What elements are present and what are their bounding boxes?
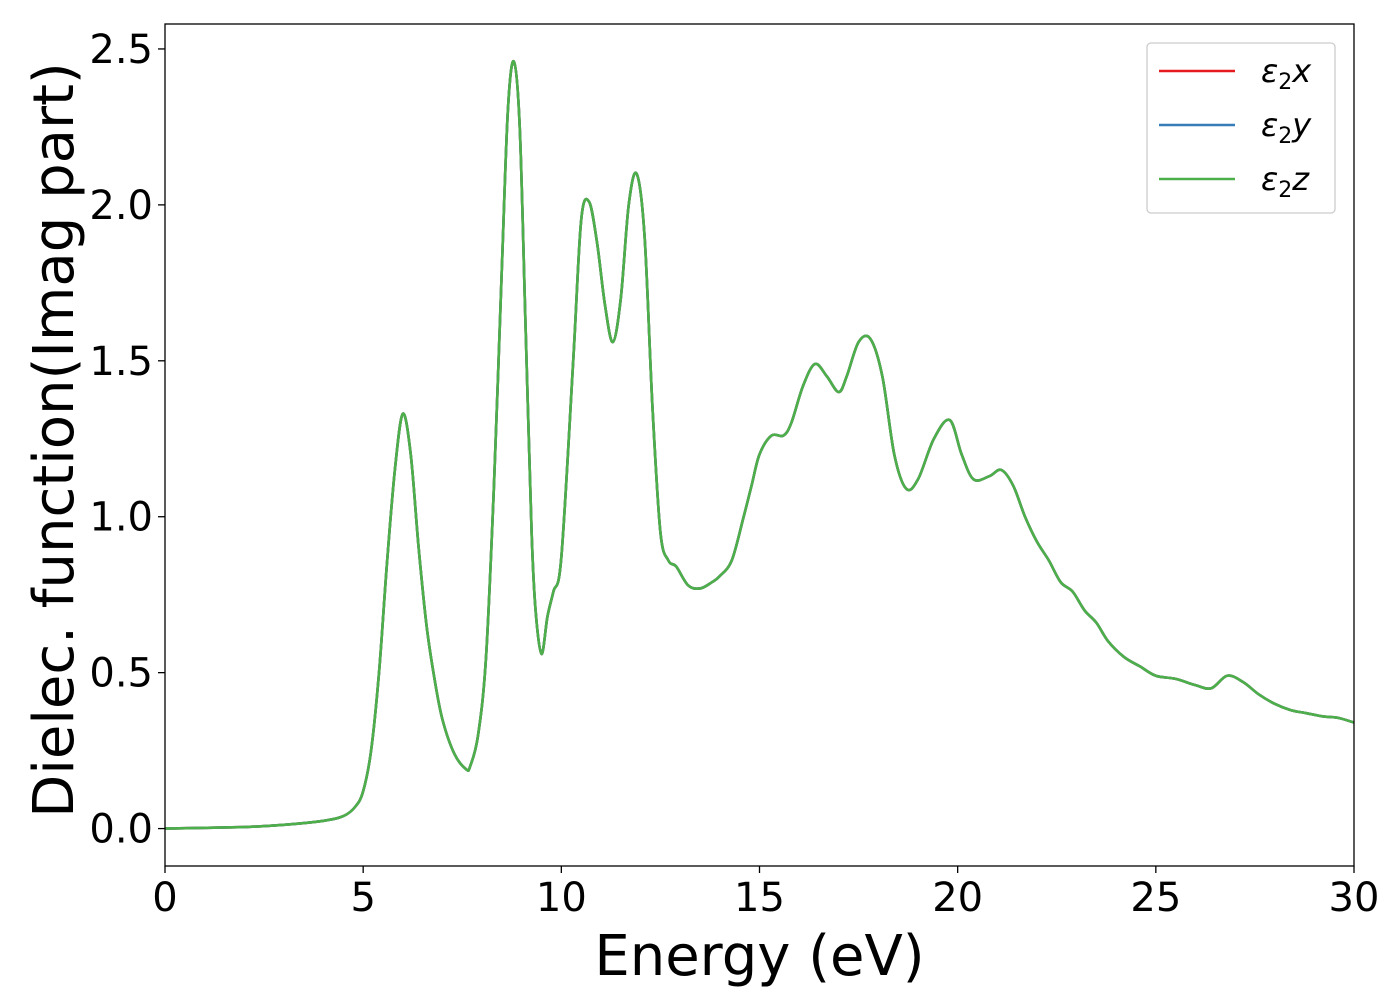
legend-label-main: ε bbox=[1261, 106, 1278, 144]
legend-item-y: ε2y bbox=[1159, 106, 1312, 149]
legend-label-main: ε bbox=[1261, 52, 1278, 90]
x-tick-label: 10 bbox=[536, 875, 587, 921]
legend-label-tail: y bbox=[1291, 106, 1312, 144]
legend-box bbox=[1146, 42, 1336, 214]
y-tick-label: 1.0 bbox=[89, 495, 153, 541]
ticks-layer: 0 5 10 15 20 25 30 0.0 0.5 1.0 1.5 2.0 2.5 bbox=[89, 27, 1379, 921]
x-tick-label: 20 bbox=[932, 875, 983, 921]
y-tick-label: 2.5 bbox=[89, 27, 153, 73]
y-tick-label: 1.5 bbox=[89, 339, 153, 385]
y-tick-label: 0.5 bbox=[89, 651, 153, 697]
legend-label: ε2y bbox=[1261, 106, 1312, 149]
x-axis-title: Energy (eV) bbox=[594, 924, 924, 989]
x-tick-label: 30 bbox=[1329, 875, 1380, 921]
legend-label-main: ε bbox=[1261, 160, 1278, 198]
y-tick-label: 2.0 bbox=[89, 183, 153, 229]
legend-label-subscript: 2 bbox=[1278, 124, 1292, 149]
legend-label-tail: z bbox=[1291, 160, 1310, 198]
x-tick-label: 0 bbox=[152, 875, 177, 921]
x-tick-label: 25 bbox=[1130, 875, 1181, 921]
legend-label-subscript: 2 bbox=[1278, 70, 1292, 95]
y-axis-title: Dielec. function(Imag part) bbox=[22, 62, 87, 818]
legend-label-subscript: 2 bbox=[1278, 178, 1292, 203]
series-line-z bbox=[165, 60, 1354, 830]
legend-label: ε2x bbox=[1261, 52, 1312, 95]
legend-label: ε2z bbox=[1261, 160, 1310, 203]
legend-item-z: ε2z bbox=[1159, 160, 1310, 203]
x-tick-label: 5 bbox=[350, 875, 375, 921]
legend-label-tail: x bbox=[1291, 52, 1312, 90]
series-layer bbox=[165, 60, 1354, 830]
y-tick-label: 0.0 bbox=[89, 807, 153, 853]
x-tick-label: 15 bbox=[734, 875, 785, 921]
legend-item-x: ε2x bbox=[1159, 52, 1312, 95]
